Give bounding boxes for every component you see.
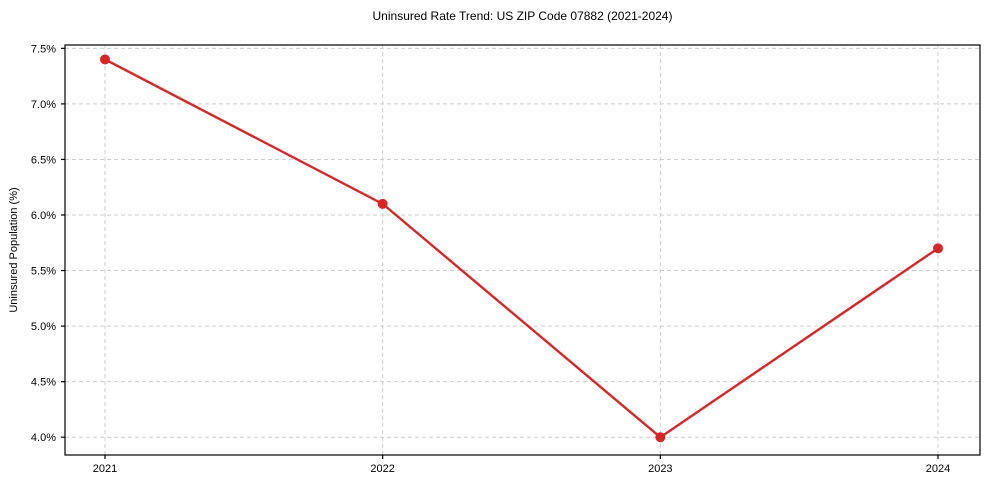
x-tick-label: 2021 (93, 463, 117, 475)
data-point-2023 (655, 432, 666, 443)
y-tick-label: 6.5% (31, 154, 56, 166)
y-tick-label: 6.0% (31, 210, 56, 222)
data-point-2024 (933, 243, 943, 254)
y-tick-label: 4.5% (31, 377, 56, 389)
y-tick-label: 5.0% (31, 321, 56, 333)
x-tick-label: 2022 (370, 463, 394, 475)
plot-border (64, 44, 981, 456)
y-tick-label: 7.0% (31, 99, 56, 111)
y-tick-label: 7.5% (31, 43, 56, 55)
y-tick-label: 5.5% (31, 266, 56, 278)
x-tick-label: 2023 (648, 463, 672, 475)
y-tick-label: 4.0% (31, 432, 56, 444)
data-point-2021 (100, 54, 110, 65)
data-point-2022 (377, 198, 388, 209)
trend-line (103, 58, 940, 439)
chart-title: Uninsured Rate Trend: US ZIP Code 07882 … (372, 9, 673, 23)
x-tick-label: 2024 (926, 463, 950, 475)
